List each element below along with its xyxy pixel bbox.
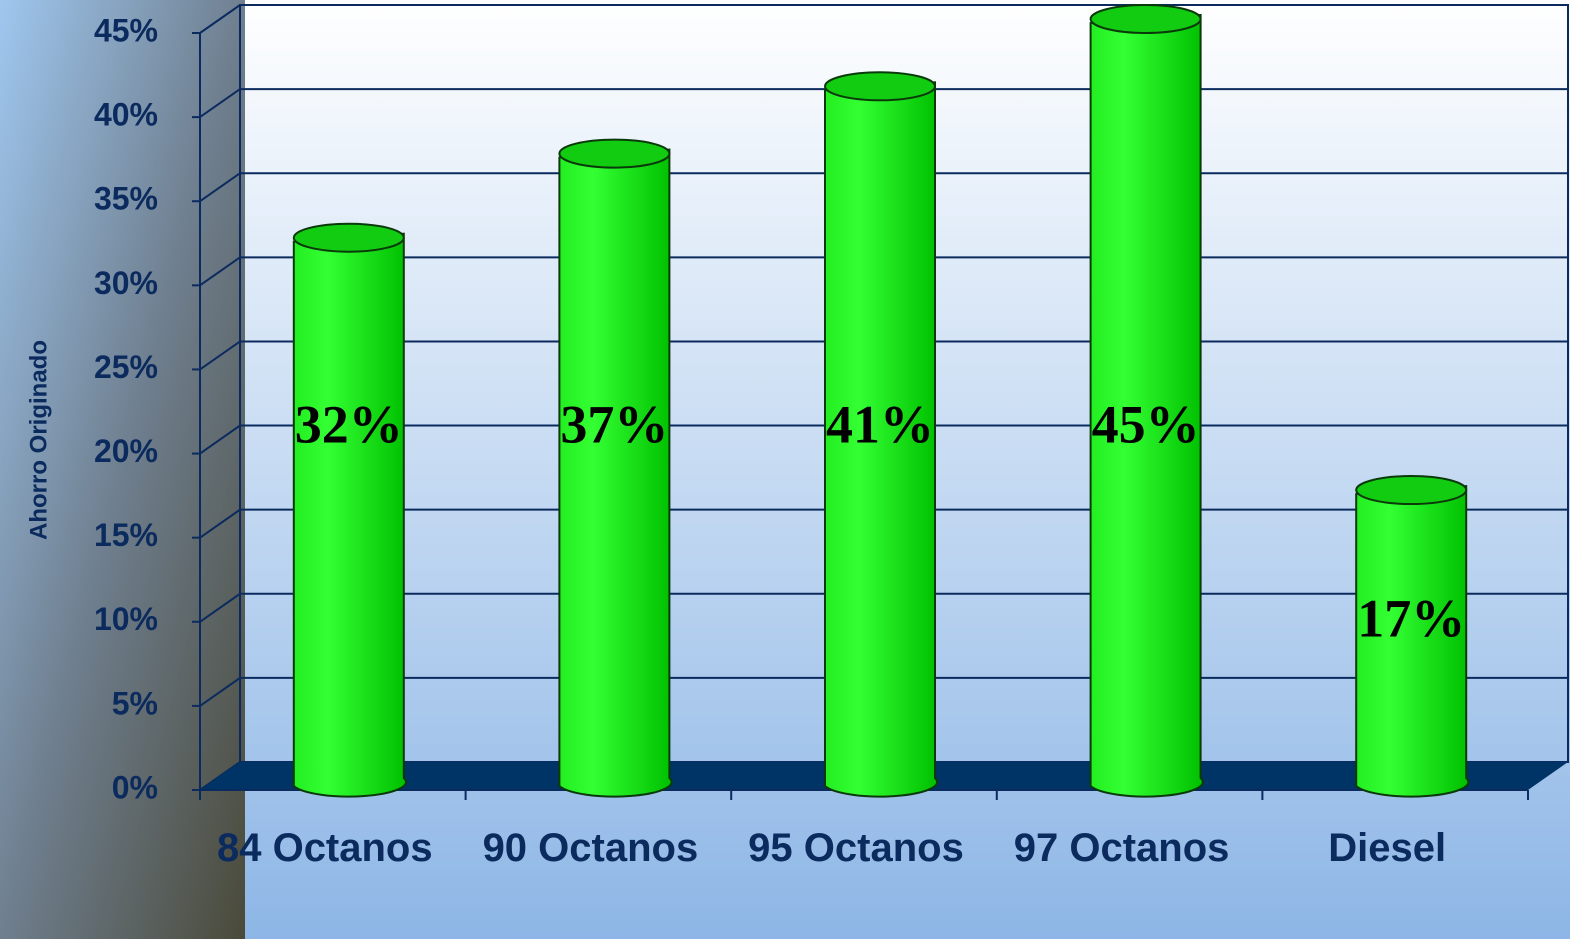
- bar: [292, 232, 407, 798]
- x-tick-label: 90 Octanos: [482, 826, 699, 870]
- side-image: [0, 0, 245, 939]
- bar-top: [1089, 4, 1202, 34]
- bar-top: [558, 138, 671, 169]
- value-label: 17%: [1357, 588, 1465, 648]
- bar: [558, 148, 673, 798]
- y-tick-label: 15%: [94, 517, 158, 553]
- y-tick-label: 25%: [94, 349, 158, 385]
- bar-top: [1355, 475, 1468, 506]
- y-tick-label: 40%: [94, 97, 158, 133]
- bar: [1089, 13, 1204, 798]
- value-label: 32%: [295, 394, 403, 454]
- bar-top: [824, 71, 936, 102]
- y-tick-label: 10%: [94, 601, 158, 637]
- y-tick-label: 35%: [94, 181, 158, 217]
- bar: [824, 81, 939, 798]
- x-tick-label: 84 Octanos: [216, 826, 433, 870]
- value-label: 41%: [826, 394, 934, 454]
- value-label: 37%: [560, 394, 668, 454]
- x-tick-label: Diesel: [1328, 826, 1447, 870]
- bar-top: [292, 222, 405, 253]
- y-tick-label: 5%: [112, 685, 158, 721]
- x-tick-label: 97 Octanos: [1013, 826, 1230, 870]
- y-tick-label: 0%: [112, 769, 158, 805]
- value-label: 45%: [1092, 394, 1200, 454]
- y-tick-label: 45%: [94, 12, 158, 48]
- bar: [1355, 484, 1470, 798]
- y-axis-label: Ahorro Originado: [25, 340, 52, 540]
- y-tick-label: 30%: [94, 265, 158, 301]
- x-tick-label: 95 Octanos: [748, 826, 964, 870]
- y-tick-label: 20%: [94, 433, 158, 469]
